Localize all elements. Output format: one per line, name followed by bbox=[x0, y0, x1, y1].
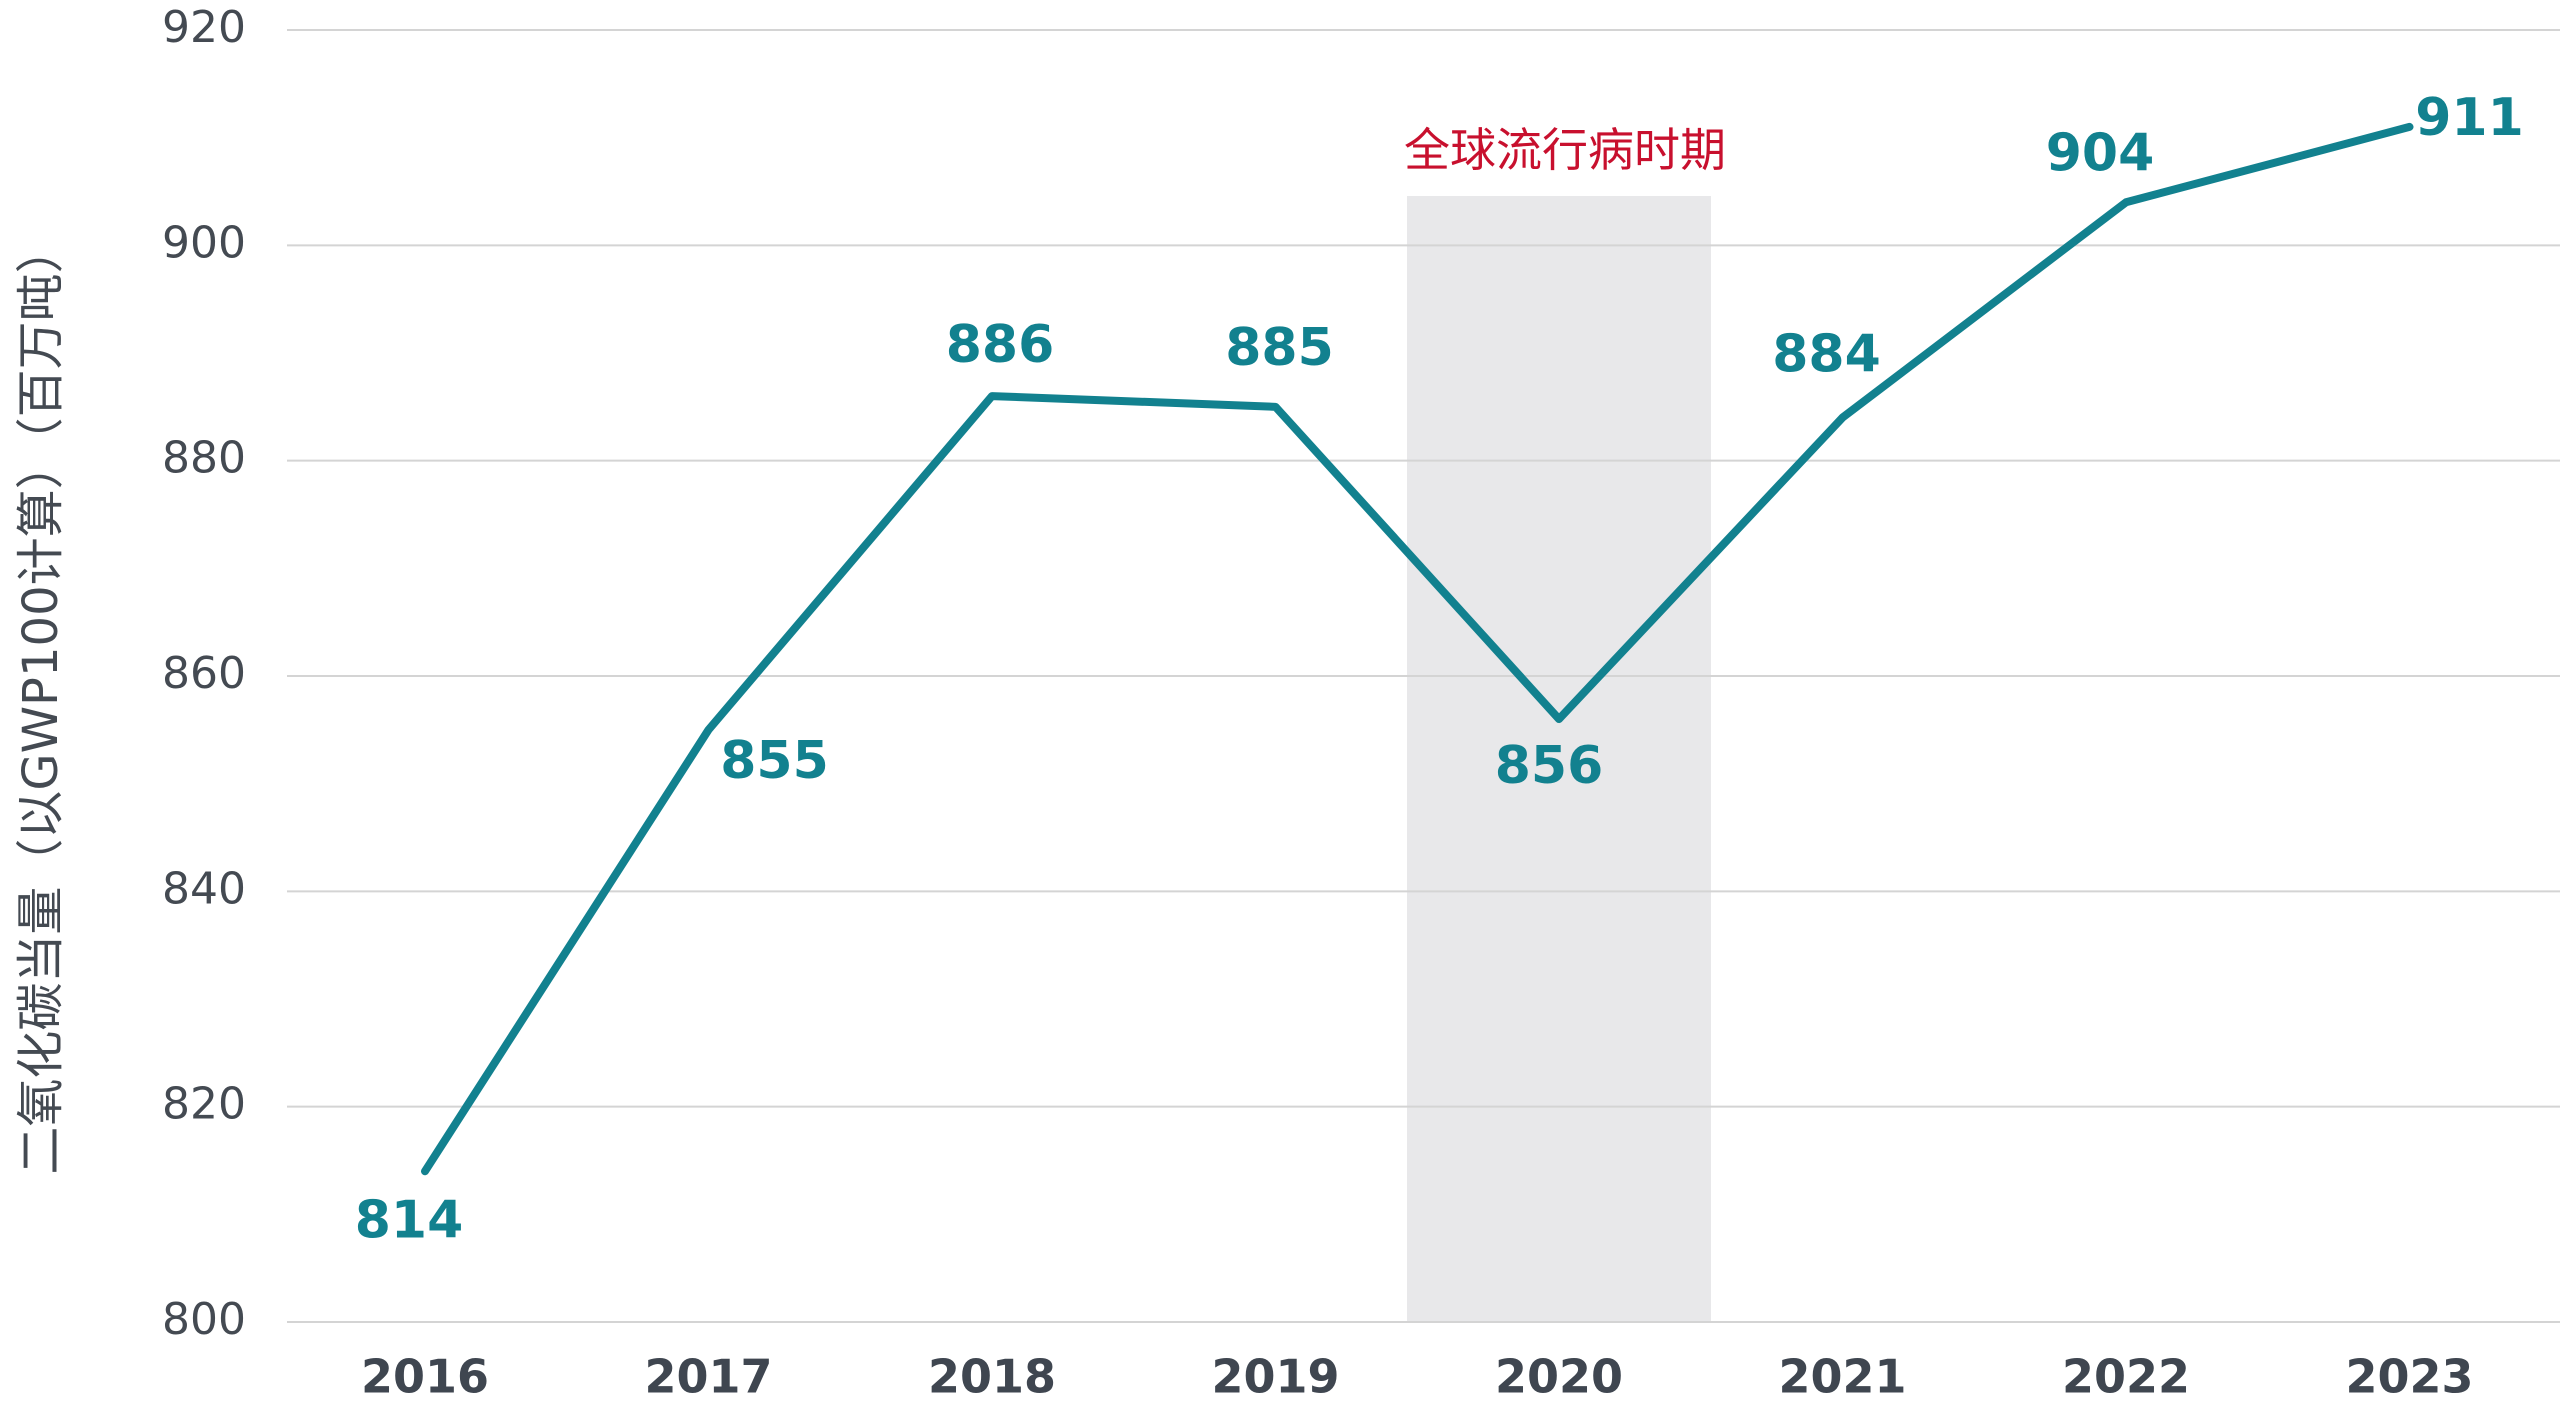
series-layer bbox=[421, 122, 2414, 1176]
highlight-band bbox=[1407, 196, 1711, 1322]
data-label: 911 bbox=[2415, 88, 2524, 148]
highlight-band-layer bbox=[1407, 196, 1711, 1322]
band-label: 全球流行病时期 bbox=[1404, 123, 1726, 177]
y-tick-label: 880 bbox=[162, 433, 246, 484]
data-label: 814 bbox=[355, 1190, 464, 1250]
data-label: 856 bbox=[1495, 736, 1604, 796]
gridlines bbox=[287, 29, 2560, 1323]
data-labels: 814 855 886 885 856 884 904 911 bbox=[355, 88, 2524, 1250]
x-tick-label: 2017 bbox=[644, 1350, 772, 1404]
x-tick-label: 2022 bbox=[2062, 1350, 2190, 1404]
x-tick-label: 2016 bbox=[361, 1350, 489, 1404]
y-tick-label: 860 bbox=[162, 648, 246, 699]
data-label: 885 bbox=[1225, 318, 1334, 378]
x-tick-label: 2021 bbox=[1778, 1350, 1906, 1404]
x-tick-label: 2020 bbox=[1495, 1350, 1623, 1404]
x-tick-label: 2023 bbox=[2345, 1350, 2473, 1404]
y-tick-label: 900 bbox=[162, 217, 246, 268]
y-tick-label: 840 bbox=[162, 863, 246, 914]
data-label: 884 bbox=[1772, 325, 1881, 385]
series-line bbox=[421, 122, 2414, 1176]
x-tick-label: 2019 bbox=[1211, 1350, 1339, 1404]
data-label: 855 bbox=[720, 731, 829, 791]
x-axis-ticks: 2016 2017 2018 2019 2020 2021 2022 2023 bbox=[361, 1350, 2474, 1404]
y-tick-label: 920 bbox=[162, 2, 246, 53]
y-axis-ticks: 800 820 840 860 880 900 920 bbox=[162, 2, 246, 1345]
y-axis-label: 二氧化碳当量（以GWP100计算）（百万吨） bbox=[13, 225, 69, 1174]
x-tick-label: 2018 bbox=[928, 1350, 1056, 1404]
data-label: 904 bbox=[2046, 123, 2155, 183]
y-tick-label: 820 bbox=[162, 1079, 246, 1130]
data-label: 886 bbox=[946, 315, 1055, 375]
y-tick-label: 800 bbox=[162, 1294, 246, 1345]
